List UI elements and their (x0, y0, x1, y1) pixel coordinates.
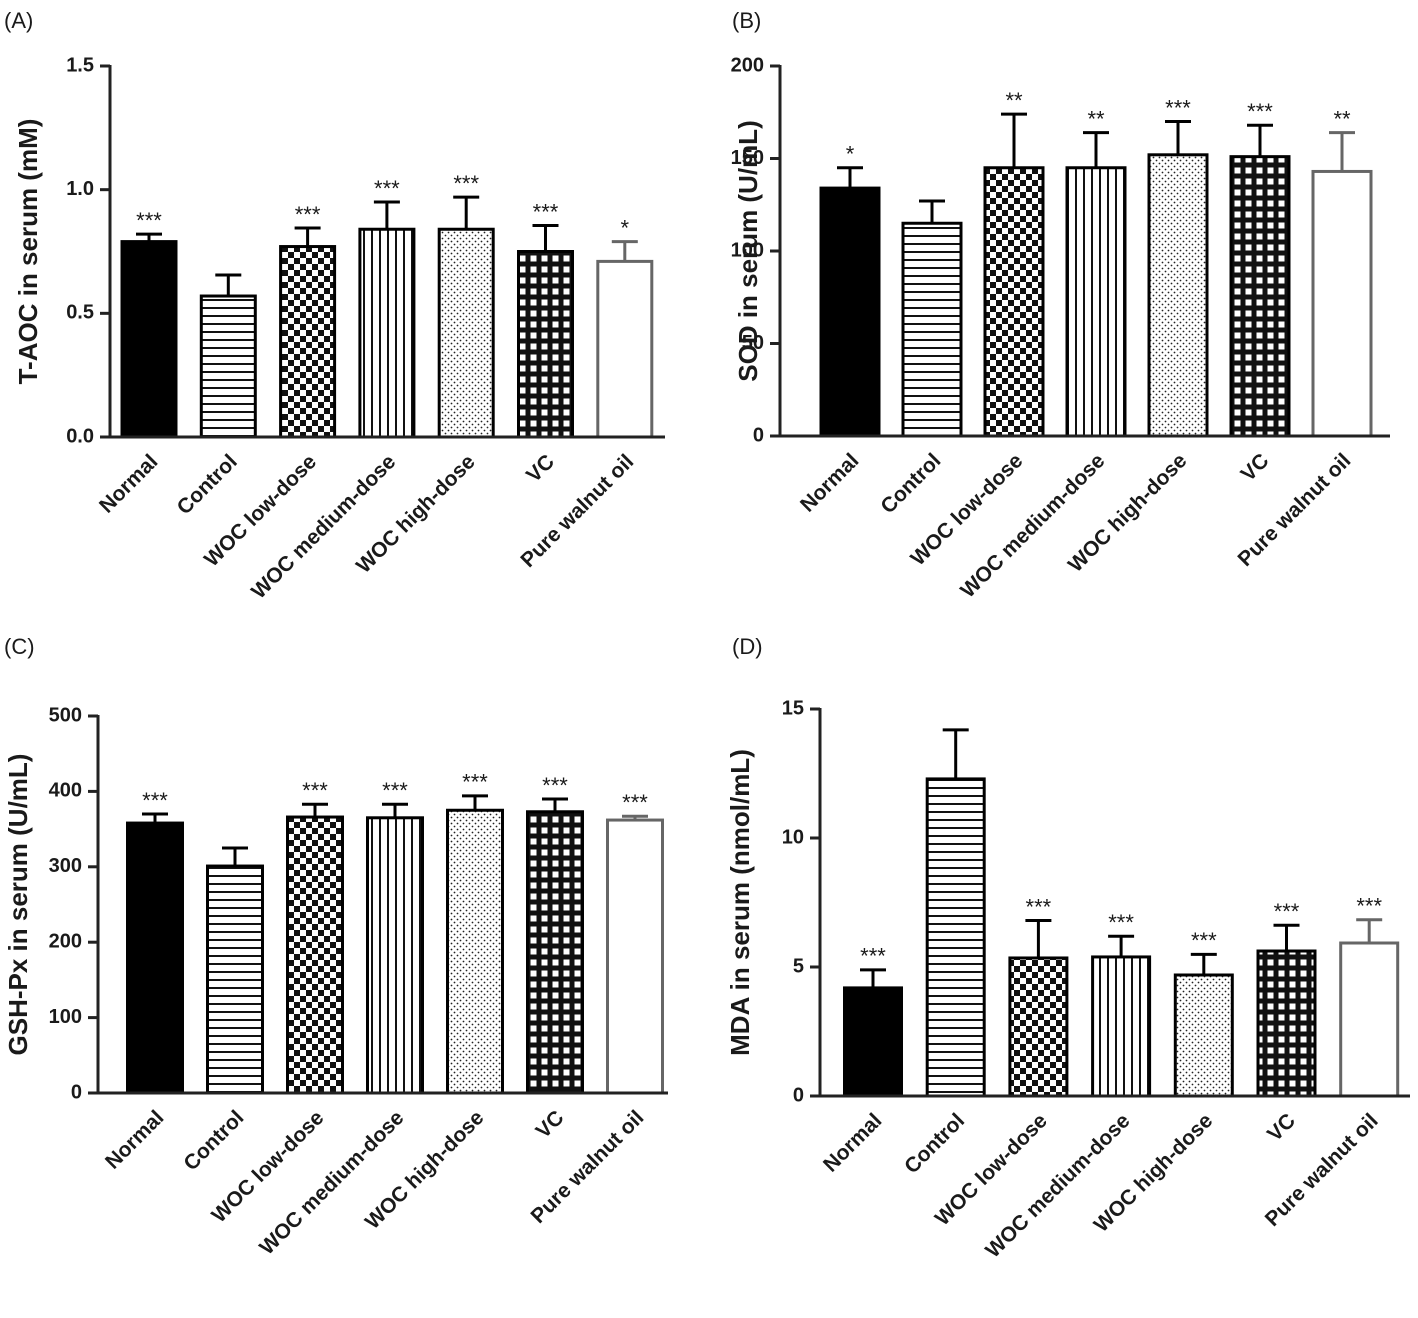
x-tick-label: WOC medium-dose (981, 1109, 1134, 1262)
bar (901, 221, 963, 438)
bar (596, 259, 654, 439)
bar (279, 245, 337, 439)
panel-label: (A) (4, 8, 33, 33)
x-tick-label: Normal (101, 1106, 168, 1173)
bar (126, 821, 184, 1095)
y-tick-label: 15 (782, 697, 804, 719)
significance-label: *** (302, 778, 328, 803)
significance-label: ** (1333, 106, 1351, 131)
significance-label: ** (1005, 88, 1023, 113)
bar (1091, 955, 1152, 1098)
y-tick-label: 1.5 (66, 54, 94, 76)
significance-label: *** (1274, 899, 1300, 924)
bar (1065, 166, 1127, 438)
x-tick-label: WOC medium-dose (956, 449, 1109, 602)
bar (366, 816, 424, 1095)
bar (1173, 973, 1234, 1098)
bar (606, 818, 664, 1095)
y-tick-label: 100 (49, 1006, 82, 1028)
x-tick-label: Normal (819, 1109, 886, 1176)
significance-label: *** (374, 176, 400, 201)
y-axis-label: MDA in serum (nmol/mL) (725, 749, 755, 1056)
y-tick-label: 0.0 (66, 425, 94, 447)
x-tick-label: VC (1237, 449, 1274, 486)
significance-label: *** (142, 788, 168, 813)
bar (517, 250, 574, 439)
y-axis-label: GSH-Px in serum (U/mL) (3, 754, 33, 1056)
x-tick-label: VC (1263, 1109, 1300, 1146)
significance-label: *** (1356, 894, 1382, 919)
bar (199, 294, 257, 439)
x-tick-label: Control (179, 1106, 248, 1175)
y-tick-label: 150 (731, 147, 764, 169)
bar (446, 808, 504, 1095)
y-tick-label: 100 (731, 239, 764, 261)
y-tick-label: 10 (782, 826, 804, 848)
significance-label: *** (295, 202, 321, 227)
panel-label: (C) (4, 634, 35, 659)
bar (120, 240, 178, 439)
x-tick-label: Normal (95, 450, 162, 517)
y-tick-label: 500 (49, 704, 82, 726)
significance-label: * (621, 215, 630, 240)
significance-label: * (846, 142, 855, 167)
bar (1339, 941, 1400, 1098)
y-tick-label: 5 (793, 955, 804, 977)
significance-label: *** (453, 171, 479, 196)
panel-label: (D) (732, 634, 763, 659)
significance-label: *** (1191, 928, 1217, 953)
x-tick-label: Control (876, 449, 945, 518)
significance-label: *** (1026, 894, 1052, 919)
y-tick-label: 50 (742, 332, 764, 354)
significance-label: *** (1165, 95, 1191, 120)
x-tick-label: Normal (796, 449, 863, 516)
x-tick-label: VC (532, 1106, 569, 1143)
significance-label: ** (1087, 106, 1105, 131)
panel-label: (B) (732, 8, 761, 33)
y-tick-label: 0 (793, 1084, 804, 1106)
significance-label: *** (622, 790, 648, 815)
y-tick-label: 0 (71, 1081, 82, 1103)
bar (1256, 949, 1317, 1098)
significance-label: *** (542, 773, 568, 798)
significance-label: *** (533, 199, 559, 224)
y-tick-label: 0 (753, 424, 764, 446)
bar (843, 986, 903, 1098)
y-tick-label: 400 (49, 780, 82, 802)
significance-label: *** (136, 208, 162, 233)
bar (1147, 153, 1209, 438)
bar (437, 227, 495, 439)
bar (1311, 169, 1373, 438)
bar (358, 227, 416, 439)
y-tick-label: 1.0 (66, 178, 94, 200)
bar (1008, 956, 1069, 1098)
bar (286, 815, 344, 1095)
bar (1229, 155, 1291, 438)
y-axis-label: T-AOC in serum (mM) (13, 119, 43, 385)
x-tick-label: Control (173, 450, 242, 519)
significance-label: *** (462, 770, 488, 795)
bar (526, 810, 584, 1095)
bar (983, 166, 1045, 438)
y-tick-label: 200 (49, 930, 82, 952)
y-tick-label: 200 (731, 54, 764, 76)
significance-label: *** (382, 778, 408, 803)
significance-label: *** (1108, 910, 1134, 935)
x-tick-label: VC (522, 450, 559, 487)
significance-label: *** (1247, 99, 1273, 124)
x-tick-label: WOC medium-dose (247, 450, 400, 603)
y-axis-label: SOD in serum (U/mL) (733, 120, 763, 381)
bar (925, 777, 986, 1098)
y-tick-label: 0.5 (66, 302, 94, 324)
x-tick-label: Control (900, 1109, 969, 1178)
bar (819, 186, 881, 438)
y-tick-label: 300 (49, 855, 82, 877)
bar (206, 864, 264, 1095)
significance-label: *** (860, 944, 886, 969)
x-tick-label: WOC medium-dose (255, 1106, 408, 1259)
